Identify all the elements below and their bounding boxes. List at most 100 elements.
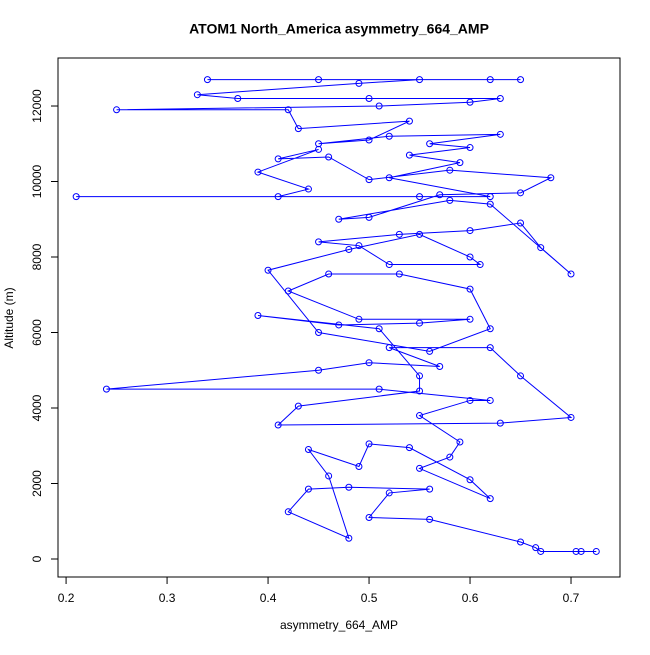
data-point <box>532 544 540 552</box>
data-point <box>496 130 504 138</box>
data-point <box>486 396 494 404</box>
data-point <box>365 213 373 221</box>
data-point <box>496 419 504 427</box>
data-point <box>335 321 343 329</box>
data-point <box>416 76 424 84</box>
x-tick-label: 0.7 <box>563 591 580 605</box>
data-point <box>315 238 323 246</box>
y-tick-label: 8000 <box>30 243 44 270</box>
data-point <box>315 140 323 148</box>
data-point <box>486 76 494 84</box>
data-point <box>405 151 413 159</box>
data-point <box>456 438 464 446</box>
data-point <box>325 153 333 161</box>
data-point <box>426 347 434 355</box>
x-tick-label: 0.6 <box>462 591 479 605</box>
data-point <box>466 285 474 293</box>
data-point <box>405 117 413 125</box>
data-point <box>315 366 323 374</box>
y-axis-label: Altitude (m) <box>2 287 16 348</box>
data-point <box>355 315 363 323</box>
data-point <box>264 266 272 274</box>
data-point <box>446 166 454 174</box>
data-point <box>547 174 555 182</box>
data-point <box>385 489 393 497</box>
data-point <box>304 446 312 454</box>
data-point <box>416 193 424 201</box>
data-point <box>254 168 262 176</box>
y-tick-label: 12000 <box>30 89 44 123</box>
data-point <box>486 344 494 352</box>
data-point <box>203 76 211 84</box>
data-point <box>466 396 474 404</box>
data-point <box>365 136 373 144</box>
data-point <box>537 547 545 555</box>
data-point <box>592 547 600 555</box>
data-point <box>416 372 424 380</box>
data-point <box>456 159 464 167</box>
data-point <box>405 444 413 452</box>
data-point <box>294 125 302 133</box>
data-point <box>486 495 494 503</box>
data-point <box>416 230 424 238</box>
data-point <box>416 412 424 420</box>
data-point <box>274 155 282 163</box>
data-point <box>416 464 424 472</box>
data-point <box>345 245 353 253</box>
data-point <box>466 253 474 261</box>
x-axis-label: asymmetry_664_AMP <box>280 618 398 632</box>
y-tick-label: 6000 <box>30 319 44 346</box>
data-point <box>375 102 383 110</box>
data-point <box>335 215 343 223</box>
data-point <box>304 485 312 493</box>
data-point <box>486 193 494 201</box>
data-point <box>426 515 434 523</box>
y-tick-label: 10000 <box>30 165 44 199</box>
data-point <box>466 315 474 323</box>
data-point <box>486 325 494 333</box>
y-tick-label: 2000 <box>30 470 44 497</box>
data-point <box>304 185 312 193</box>
data-point <box>325 472 333 480</box>
data-point <box>193 91 201 99</box>
data-point <box>274 421 282 429</box>
data-point <box>446 453 454 461</box>
data-point <box>113 106 121 114</box>
data-point <box>436 191 444 199</box>
x-tick-label: 0.5 <box>361 591 378 605</box>
data-point <box>365 176 373 184</box>
data-point <box>517 372 525 380</box>
data-point <box>234 94 242 102</box>
data-point <box>102 385 110 393</box>
data-point <box>254 312 262 320</box>
data-point <box>315 76 323 84</box>
data-point <box>577 547 585 555</box>
data-point <box>284 508 292 516</box>
data-point <box>385 132 393 140</box>
y-tick-label: 0 <box>30 555 44 562</box>
data-point <box>284 287 292 295</box>
data-point <box>294 402 302 410</box>
data-point <box>486 200 494 208</box>
data-point <box>315 329 323 337</box>
data-point <box>517 538 525 546</box>
data-point <box>476 261 484 269</box>
data-point <box>426 485 434 493</box>
data-point <box>466 476 474 484</box>
data-point <box>355 79 363 87</box>
data-point <box>572 547 580 555</box>
data-point <box>567 413 575 421</box>
data-point <box>416 319 424 327</box>
data-point <box>375 385 383 393</box>
data-point <box>567 270 575 278</box>
y-tick-label: 4000 <box>30 394 44 421</box>
data-point <box>284 106 292 114</box>
data-point <box>537 244 545 252</box>
data-point <box>466 98 474 106</box>
data-point <box>365 94 373 102</box>
data-point <box>517 76 525 84</box>
data-point <box>466 227 474 235</box>
x-tick-label: 0.2 <box>58 591 75 605</box>
data-point <box>426 140 434 148</box>
